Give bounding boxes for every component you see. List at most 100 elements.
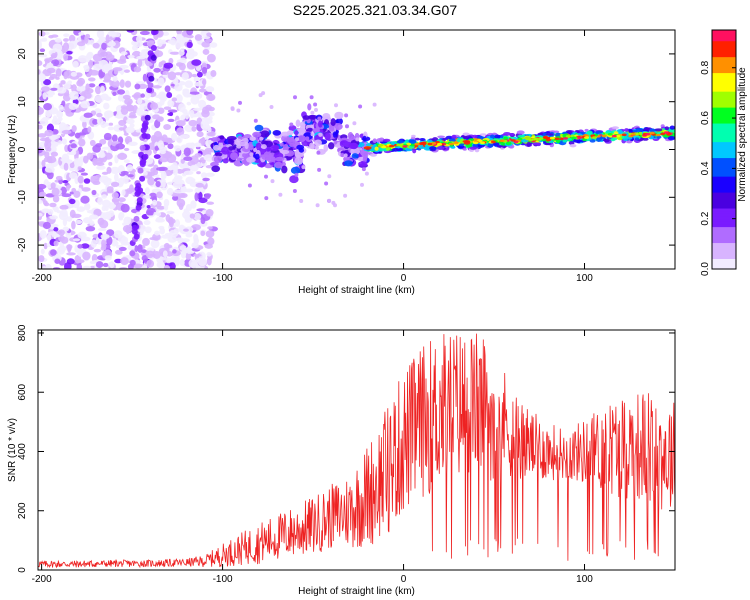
spectrogram-cell [52,43,63,53]
spectrogram-cell [147,171,155,177]
spectrogram-cell [628,129,633,134]
spectrogram-cell [66,244,73,250]
spectrogram-cell [206,251,212,257]
spectrogram-cell [310,110,315,115]
spectrogram-cell [159,146,168,152]
colorbar-frame [711,29,737,270]
colorbar-strip [712,207,736,212]
spectrogram-cell [369,153,377,157]
spectrogram-cell [135,129,142,133]
spectrogram-cell [208,95,215,101]
spectrogram-cell [43,79,52,86]
spectrogram-cell [70,71,78,77]
spectrogram-cell [565,135,571,138]
spectrogram-cell [350,147,361,155]
spectrogram-cell [494,134,501,139]
spectrogram-cell [71,220,76,230]
spectrogram-cell [343,193,348,198]
spectrogram-cell [492,142,500,146]
spectrogram-cell [161,179,166,189]
colorbar-tick-label: 0.8 [700,60,711,74]
spectrogram-cell [41,37,48,42]
colorbar-strip [712,117,736,121]
spectrogram-cell [64,144,69,153]
spectrogram-cell [427,139,433,143]
spectrogram-cell [160,171,167,180]
spectrogram-cell [310,132,315,137]
spectrogram-cell [427,142,433,146]
colorbar-strip [712,48,736,52]
colorbar-strip [712,83,736,87]
spectrogram-cell [166,187,174,196]
spectrogram-cell [72,238,81,242]
spectrogram-cell [42,116,51,121]
spectrogram-cell [264,146,272,152]
spectrogram-cell [180,238,190,243]
spectrogram-cell [531,138,537,141]
spectrogram-cell [38,69,41,75]
spectrogram-cell [378,148,384,152]
colorbar-tick-label: 0.6 [700,111,711,125]
spectrogram-cell [200,172,208,179]
spectrogram-cell [330,118,336,127]
spectrogram-cell [139,30,150,36]
spectrogram-cell [113,199,119,206]
colorbar-strip [712,93,736,97]
spectrogram-cell [93,248,102,253]
colorbar-strip [712,85,736,90]
spectrogram-cell [362,135,367,142]
spectrogram-cell [205,86,215,93]
spectrogram-cell [137,244,143,253]
spectrogram-cell [516,130,525,135]
spectrogram-cell [173,167,178,176]
spectrogram-cell [419,142,425,145]
spectrogram-cell [71,187,77,193]
spectrogram-cell [46,234,52,242]
spectrogram-cell [254,124,264,132]
spectrogram-cell [55,175,63,181]
spectrogram-cell [191,224,202,231]
spectrogram-cell [114,173,119,182]
spectrogram-cell [149,237,159,241]
spectrogram-cell [364,171,369,176]
spectrogram-cell [305,136,310,141]
spectrogram-cell [201,66,208,74]
colorbar-strip [712,61,736,66]
spectrogram-cell [503,136,508,141]
spectrogram-cell [89,69,99,76]
spectrogram-cell [59,204,69,210]
spectrogram-cell [635,128,644,132]
colorbar-strip [712,226,736,230]
spectrogram-cell [146,157,154,165]
spectrogram-cell [163,203,169,211]
spectrogram-cell [185,203,192,212]
spectrogram-cell [117,94,124,102]
spectrogram-cell [146,205,151,209]
colorbar-strip [712,237,736,241]
spectrogram-cell [109,80,114,87]
spectrogram-cell [241,159,247,165]
spectrogram-cell [169,262,176,269]
spectrogram-cell [269,105,274,109]
spectrogram-cell [115,143,126,150]
spectrogram-cell [73,158,81,166]
spectrogram-cell [139,175,146,182]
spectrogram-cell [97,217,105,226]
spectrogram-cell [295,154,300,159]
spectrogram-cell [81,187,91,192]
spectrogram-cell [202,48,210,55]
spectrogram-cell [253,118,258,123]
spectrogram-cell [419,146,426,149]
spectrogram-cell [152,199,158,206]
spectrogram-cell [68,198,76,205]
spectrogram-cell [171,132,178,141]
spectrogram-cell [95,143,103,148]
spectrogram-cell [340,152,345,158]
spectrogram-cell [205,164,213,169]
spectrogram-cell [86,73,92,78]
spectrogram-cell [94,85,102,95]
spectrogram-cell [145,210,154,216]
spectrogram-cell [189,213,196,219]
spectrogram-cell [186,30,194,36]
colorbar-strip [712,239,736,244]
